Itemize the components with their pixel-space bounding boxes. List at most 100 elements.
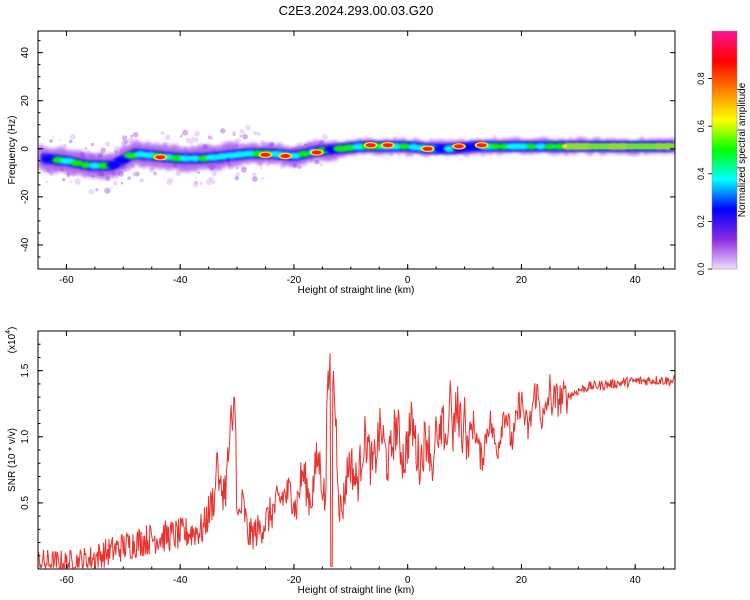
heatmap-scatter-dot — [251, 172, 257, 178]
snr-x-tick-label: 40 — [630, 575, 642, 586]
heatmap-blob — [179, 155, 193, 162]
heatmap-blob — [398, 143, 411, 150]
figure-title: C2E3.2024.293.00.03.G20 — [279, 3, 434, 18]
colorbar-tick-label: 0.8 — [696, 72, 706, 85]
heatmap-scatter-dot — [194, 177, 197, 180]
heatmap-scatter-dot — [212, 180, 216, 185]
heatmap-scatter-dot — [199, 181, 203, 186]
heatmap-scatter-dot — [321, 133, 328, 140]
spectrogram-x-tick-label: -40 — [173, 275, 188, 286]
heatmap-scatter-dot — [130, 134, 134, 138]
heatmap-blob — [70, 159, 83, 167]
snr-x-axis-label: Height of straight line (km) — [298, 585, 415, 596]
heatmap-scatter-dot — [212, 171, 217, 177]
snr-y-tick-label: 0.5 — [20, 496, 31, 510]
heatmap-hotspot — [422, 146, 433, 151]
heatmap-scatter-dot — [110, 186, 113, 189]
heatmap-scatter-dot — [261, 177, 264, 180]
heatmap-scatter-dot — [193, 137, 199, 143]
heatmap-blob — [297, 150, 311, 158]
colorbar-ticks: 0.0 0.2 0.4 0.6 0.8 — [696, 72, 712, 275]
heatmap-scatter-dot — [139, 178, 145, 183]
heatmap-scatter-dot — [182, 129, 189, 136]
spectrogram-y-tick-label: 20 — [20, 95, 31, 107]
snr-x-tick-label: -40 — [173, 575, 188, 586]
snr-y-multiplier: (x104) — [5, 327, 18, 354]
heatmap-scatter-dot — [180, 135, 183, 138]
heatmap-scatter-dot — [124, 170, 127, 173]
heatmap-hotspot — [311, 150, 322, 155]
heatmap-scatter-dot — [194, 130, 200, 137]
snr-y-axis-label: SNR (10 * v/v) — [7, 428, 18, 492]
spectrogram-x-tick-label: 40 — [630, 275, 642, 286]
snr-multiplier-close: ) — [7, 327, 18, 330]
colorbar-tick-label: 0.4 — [696, 168, 706, 181]
heatmap-scatter-dot — [69, 180, 73, 183]
heatmap-hotspot — [476, 143, 487, 148]
spectrogram-panel: -60 -40 -20 0 20 40 -40 -20 0 20 40 Height of stra… — [7, 30, 676, 296]
snr-ticks: -60 -40 -20 0 20 40 0.5 1.0 1.5 — [20, 331, 675, 586]
heatmap-scatter-dot — [84, 147, 88, 150]
heatmap-hotspot — [280, 154, 291, 159]
heatmap-scatter-dot — [104, 187, 111, 194]
svg-text:(x104): (x104) — [5, 327, 18, 354]
heatmap-scatter-dot — [243, 166, 247, 171]
colorbar-gradient — [712, 31, 737, 269]
heatmap-scatter-dot — [160, 131, 165, 136]
heatmap-scatter-dot — [239, 128, 246, 135]
heatmap-blob — [535, 143, 547, 150]
heatmap-scatter-dot — [242, 133, 248, 140]
heatmap-scatter-dot — [122, 135, 127, 141]
spectrogram-x-axis-label: Height of straight line (km) — [298, 285, 415, 296]
spectrogram-x-tick-label: 0 — [405, 275, 411, 286]
heatmap-scatter-dot — [192, 181, 199, 188]
heatmap-scatter-dot — [265, 161, 271, 167]
heatmap-scatter-dot — [49, 139, 53, 143]
heatmap-scatter-dot — [113, 145, 119, 152]
snr-y-tick-label: 1.0 — [20, 429, 31, 443]
heatmap-scatter-dot — [239, 134, 242, 138]
heatmap-blob — [544, 143, 556, 150]
spectrogram-y-axis-label: Frequency (Hz) — [7, 116, 18, 185]
heatmap-blob — [106, 161, 120, 169]
heatmap-scatter-dot — [88, 189, 95, 195]
heatmap-scatter-dot — [319, 162, 324, 167]
heatmap-scatter-dot — [45, 180, 49, 183]
heatmap-scatter-dot — [191, 136, 195, 140]
heatmap-scatter-dot — [104, 141, 111, 147]
heatmap-hotspot — [382, 143, 393, 148]
heatmap-scatter-dot — [69, 133, 76, 140]
snr-panel: -60 -40 -20 0 20 40 0.5 1.0 1.5 Height of straig… — [5, 327, 676, 596]
spectrogram-y-tick-label: 0 — [20, 146, 31, 152]
heatmap-scatter-dot — [232, 130, 237, 135]
colorbar: 0.0 0.2 0.4 0.6 0.8 Normalized spectral ampl… — [696, 30, 748, 275]
heatmap-scatter-dot — [234, 175, 240, 181]
heatmap-scatter-dot — [134, 171, 140, 177]
heatmap-scatter-dot — [52, 136, 55, 139]
snr-series-line — [38, 353, 675, 569]
heatmap-scatter-dot — [95, 188, 99, 192]
colorbar-frame — [711, 30, 738, 270]
snr-x-tick-label: 0 — [405, 575, 411, 586]
heatmap-blob — [189, 155, 201, 162]
heatmap-scatter-dot — [69, 139, 73, 144]
heatmap-scatter-dot — [62, 143, 67, 148]
spectrogram-y-tick-label: -20 — [20, 189, 31, 204]
heatmap-scatter-dot — [74, 178, 81, 185]
heatmap-right-strip — [566, 143, 675, 150]
heatmap-scatter-dot — [127, 176, 131, 180]
heatmap-scatter-dot — [166, 178, 173, 186]
heatmap-scatter-dot — [164, 134, 171, 141]
heatmap-blob — [115, 157, 129, 164]
spectrogram-heatmap — [38, 124, 675, 195]
heatmap-scatter-dot — [205, 179, 212, 186]
heatmap-scatter-dot — [152, 171, 157, 176]
heatmap-scatter-dot — [100, 147, 107, 154]
heatmap-scatter-dot — [257, 132, 261, 136]
snr-x-tick-label: -60 — [59, 575, 74, 586]
heatmap-hotspot — [365, 143, 376, 148]
heatmap-scatter-dot — [185, 137, 191, 143]
heatmap-blob — [515, 143, 530, 150]
heatmap-blob — [526, 143, 537, 150]
